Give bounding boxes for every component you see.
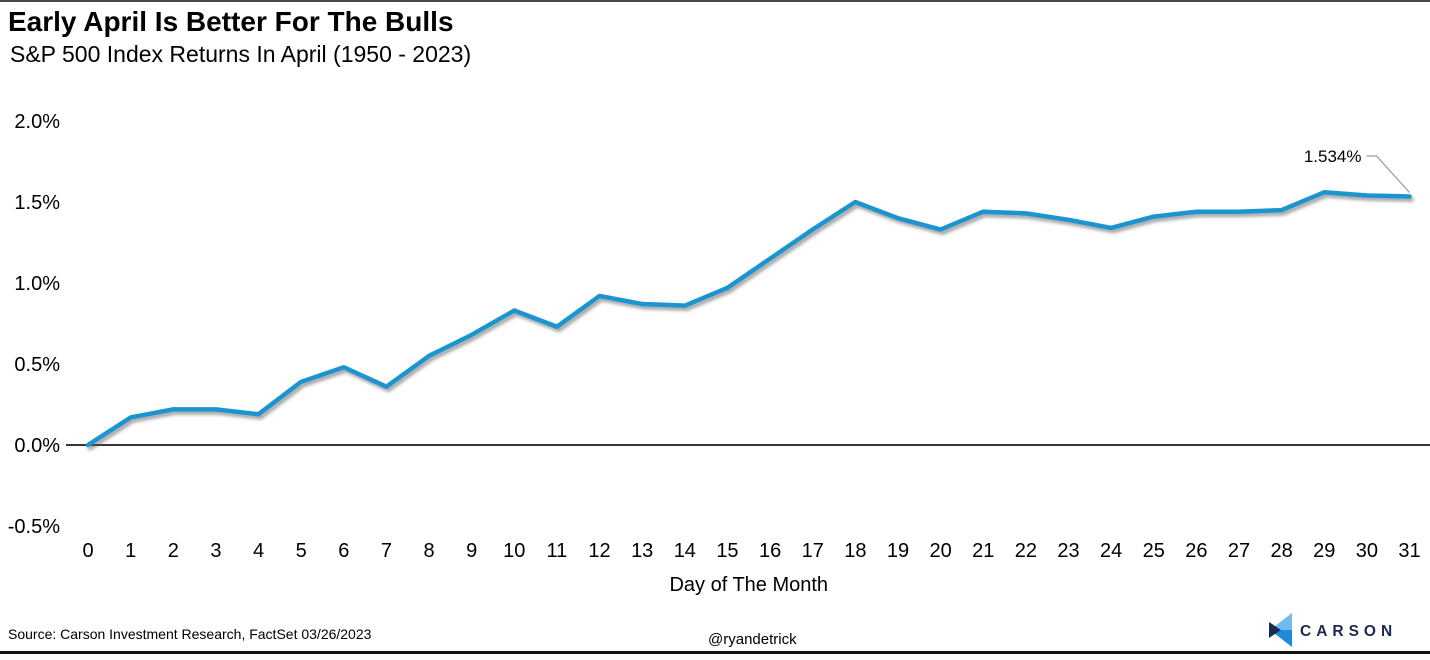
- y-axis-tick-label: 1.0%: [14, 273, 60, 295]
- x-axis-tick-label: 10: [503, 540, 525, 562]
- x-axis-title: Day of The Month: [669, 574, 828, 596]
- x-axis-tick-label: 29: [1313, 540, 1335, 562]
- x-axis-tick-label: 3: [210, 540, 221, 562]
- x-axis-tick-label: 16: [759, 540, 781, 562]
- x-axis-tick-label: 2: [168, 540, 179, 562]
- y-axis-tick-label: -0.5%: [8, 516, 60, 538]
- x-axis-tick-label: 23: [1057, 540, 1079, 562]
- x-axis-tick-label: 7: [381, 540, 392, 562]
- x-axis-tick-label: 26: [1185, 540, 1207, 562]
- page-title: Early April Is Better For The Bulls: [8, 6, 454, 37]
- annotation-leader-line: [1366, 155, 1410, 193]
- x-axis-tick-label: 6: [338, 540, 349, 562]
- carson-logo: CARSON: [1269, 613, 1397, 647]
- twitter-handle: @ryandetrick: [708, 631, 797, 648]
- x-axis-tick-label: 11: [547, 540, 568, 562]
- x-axis-tick-label: 5: [296, 540, 307, 562]
- bottom-divider: [0, 651, 1430, 654]
- x-axis-tick-label: 30: [1356, 540, 1378, 562]
- x-axis-tick-label: 21: [972, 540, 994, 562]
- x-axis-tick-label: 17: [802, 540, 824, 562]
- x-axis-tick-label: 28: [1271, 540, 1293, 562]
- x-axis-tick-label: 13: [631, 540, 653, 562]
- y-axis-tick-label: 0.5%: [14, 354, 60, 376]
- x-axis-tick-label: 1: [125, 540, 136, 562]
- logo-light-triangle-icon: [1270, 613, 1292, 630]
- top-divider: [0, 0, 1430, 2]
- x-axis-tick-label: 20: [929, 540, 951, 562]
- x-axis-tick-label: 18: [844, 540, 866, 562]
- x-axis-tick-label: 27: [1228, 540, 1250, 562]
- x-axis-tick-label: 9: [466, 540, 477, 562]
- x-axis-tick-label: 22: [1015, 540, 1037, 562]
- y-axis-tick-label: 0.0%: [14, 435, 60, 457]
- x-axis-tick-label: 14: [674, 540, 696, 562]
- x-axis-tick-label: 25: [1143, 540, 1165, 562]
- y-axis-tick-label: 2.0%: [14, 111, 60, 133]
- source-credit: Source: Carson Investment Research, Fact…: [8, 626, 372, 642]
- logo-wordmark: CARSON: [1300, 623, 1397, 640]
- x-axis-tick-label: 4: [253, 540, 264, 562]
- x-axis-tick-label: 19: [887, 540, 909, 562]
- logo-mid-triangle-icon: [1270, 630, 1292, 647]
- returns-line-series: [85, 190, 1412, 448]
- x-axis-tick-label: 24: [1100, 540, 1122, 562]
- x-axis-tick-label: 8: [423, 540, 434, 562]
- x-axis-tick-label: 0: [82, 540, 93, 562]
- logo-navy-arrow-icon: [1269, 622, 1281, 638]
- annotation-label: 1.534%: [1304, 147, 1362, 166]
- x-axis-tick-label: 31: [1398, 540, 1420, 562]
- x-axis-tick-label: 15: [716, 540, 738, 562]
- x-axis-tick-label: 12: [588, 540, 610, 562]
- page-subtitle: S&P 500 Index Returns In April (1950 - 2…: [10, 41, 472, 67]
- y-axis-tick-label: 1.5%: [14, 192, 60, 214]
